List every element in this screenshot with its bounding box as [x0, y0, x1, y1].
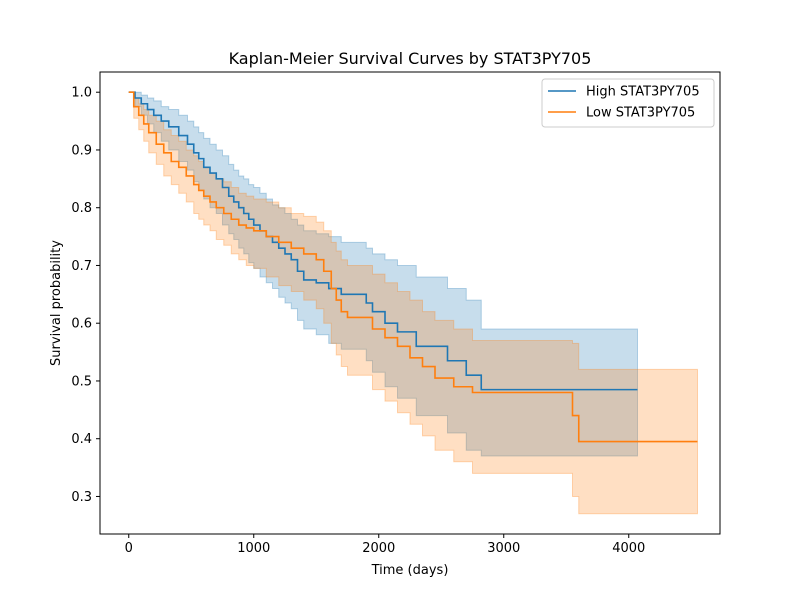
survival-line-low-stat3py705 [128, 91, 698, 443]
legend-label-high-stat3py705: High STAT3PY705 [586, 85, 700, 100]
y-axis-label: Survival probability [49, 240, 64, 366]
y-tick-label: 0.7 [71, 259, 92, 274]
x-tick-label: 1000 [237, 541, 270, 556]
x-tick-label: 3000 [487, 541, 520, 556]
y-tick-label: 0.9 [71, 143, 92, 158]
survival-line-high-stat3py705 [128, 91, 638, 391]
y-tick-label: 0.4 [71, 432, 92, 447]
legend-label-low-stat3py705: Low STAT3PY705 [586, 106, 695, 121]
ci-band-high-stat3py705 [128, 91, 638, 457]
x-axis-label: Time (days) [371, 563, 449, 578]
legend: High STAT3PY705 Low STAT3PY705 [541, 78, 715, 128]
plot-frame [99, 71, 721, 535]
chart-title: Kaplan-Meier Survival Curves by STAT3PY7… [229, 49, 592, 68]
y-tick-label: 1.0 [71, 86, 92, 101]
x-tick-label: 0 [125, 541, 133, 556]
y-axis-ticks: 0.3 0.4 0.5 0.6 0.7 0.8 0.9 1.0 [71, 86, 100, 505]
survival-curves [128, 91, 698, 443]
y-tick-label: 0.3 [71, 490, 92, 505]
y-tick-label: 0.6 [71, 317, 92, 332]
legend-box [541, 78, 715, 128]
y-tick-label: 0.8 [71, 201, 92, 216]
x-tick-label: 4000 [612, 541, 645, 556]
x-axis-ticks: 0 1000 2000 3000 4000 [125, 534, 645, 556]
y-tick-label: 0.5 [71, 374, 92, 389]
confidence-bands [128, 91, 698, 515]
x-tick-label: 2000 [362, 541, 395, 556]
